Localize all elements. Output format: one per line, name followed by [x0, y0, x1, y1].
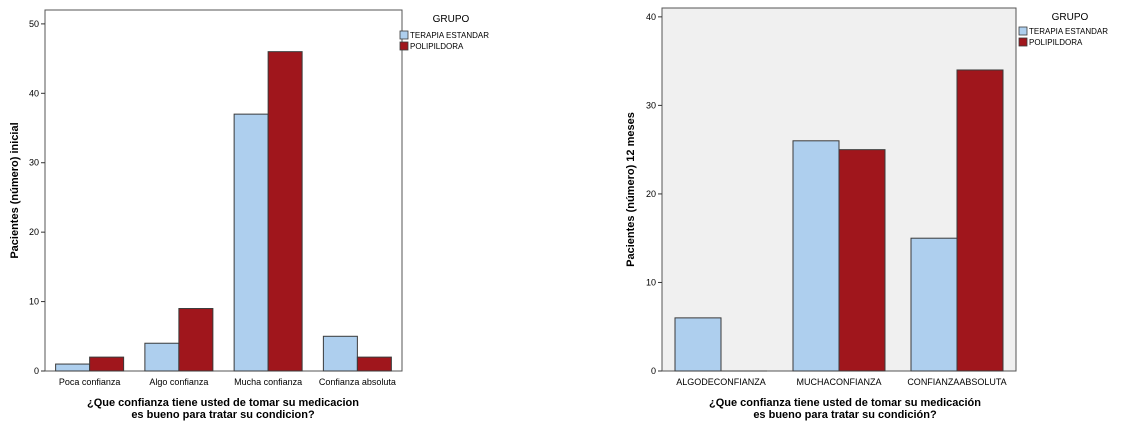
y-tick-label: 30 — [29, 158, 39, 168]
chart-12-meses: 0 10 20 30 40 ALGODECONFIANZA MUCHACONFIANZA CO… — [625, 7, 1108, 421]
legend-label: TERAPIA ESTANDAR — [410, 31, 489, 40]
bar-polipildora — [838, 149, 886, 372]
legend-swatch — [399, 30, 409, 40]
legend-label: POLIPILDORA — [1029, 38, 1083, 47]
bar-polipildora — [178, 308, 214, 372]
x-axis-label: ¿Que confianza tiene usted de tomar su m… — [87, 397, 359, 409]
bar-polipildora — [956, 69, 1004, 372]
y-axis-label: Pacientes (número) inicial — [9, 122, 21, 258]
y-tick-label: 30 — [646, 100, 656, 110]
y-tick-label: 10 — [29, 297, 39, 307]
y-tick-label: 40 — [29, 88, 39, 98]
bar-terapia-estandar — [674, 317, 722, 372]
x-tick-label: Confianza absoluta — [319, 377, 396, 387]
x-axis-label: es bueno para tratar su condicion? — [131, 409, 315, 421]
x-axis-label: es bueno para tratar su condición? — [753, 409, 937, 421]
bar-terapia-estandar — [322, 335, 358, 372]
legend-swatch — [399, 41, 409, 51]
legend-title: GRUPO — [433, 14, 470, 25]
y-tick-label: 10 — [646, 277, 656, 287]
y-tick-label: 40 — [646, 12, 656, 22]
y-tick-label: 0 — [651, 366, 656, 376]
x-tick-label: Poca confianza — [59, 377, 121, 387]
bar-terapia-estandar — [233, 113, 269, 372]
x-tick-label: Algo confianza — [149, 377, 208, 387]
y-axis-label: Pacientes (número) 12 meses — [625, 112, 637, 267]
y-tick-label: 50 — [29, 19, 39, 29]
plot-area — [44, 9, 403, 372]
x-tick-label: ALGODECONFIANZA — [676, 377, 766, 387]
bar-polipildora — [89, 356, 125, 372]
x-tick-label: MUCHACONFIANZA — [797, 377, 882, 387]
bar-polipildora — [356, 356, 392, 372]
x-tick-label: Mucha confianza — [234, 377, 302, 387]
y-tick-label: 0 — [34, 366, 39, 376]
bar-terapia-estandar — [144, 342, 180, 372]
bar-terapia-estandar — [792, 140, 840, 372]
legend-label: POLIPILDORA — [410, 42, 464, 51]
legend-label: TERAPIA ESTANDAR — [1029, 27, 1108, 36]
y-tick-label: 20 — [646, 189, 656, 199]
bar-terapia-estandar — [910, 237, 958, 372]
x-axis-label: ¿Que confianza tiene usted de tomar su m… — [709, 397, 981, 409]
bar-polipildora — [267, 51, 303, 372]
y-tick-label: 20 — [29, 227, 39, 237]
legend-title: GRUPO — [1052, 12, 1089, 23]
x-tick-label: CONFIANZAABSOLUTA — [907, 377, 1006, 387]
legend-swatch — [1018, 37, 1028, 47]
bar-terapia-estandar — [55, 363, 91, 372]
legend-swatch — [1018, 26, 1028, 36]
chart-initial: 0 10 20 30 40 50 Poca confianza Algo confianza M… — [9, 9, 489, 421]
